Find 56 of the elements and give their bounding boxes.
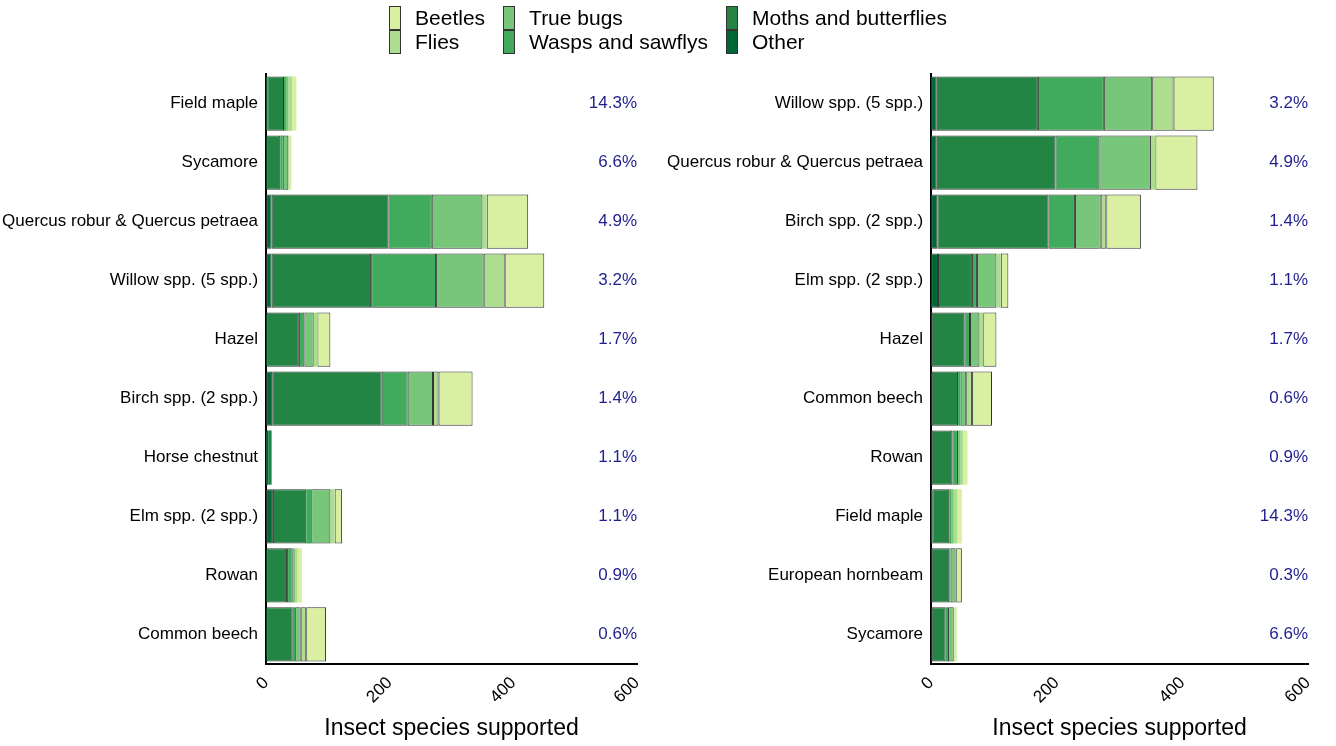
legend-label: Other bbox=[752, 30, 805, 54]
annotation: 0.9% bbox=[598, 565, 637, 585]
x-tick-label: 200 bbox=[362, 672, 396, 707]
y-tick-label: European hornbeam bbox=[768, 565, 924, 585]
x-tick-label: 0 bbox=[252, 672, 273, 693]
y-tick-label: Quercus robur & Quercus petraea bbox=[666, 152, 924, 172]
annotation: 0.9% bbox=[1269, 447, 1308, 467]
annotation: 4.9% bbox=[598, 211, 637, 231]
annotation: 0.6% bbox=[598, 624, 637, 644]
annotation: 6.6% bbox=[598, 152, 637, 172]
y-tick-label: Rowan bbox=[205, 565, 259, 585]
annotation: 3.2% bbox=[598, 270, 637, 290]
legend-label: Moths and butterflies bbox=[752, 6, 947, 30]
y-tick-label: Elm spp. (2 spp.) bbox=[129, 506, 259, 526]
y-tick-label: Hazel bbox=[214, 329, 259, 349]
annotation: 6.6% bbox=[1269, 624, 1308, 644]
y-tick-label: Birch spp. (2 spp.) bbox=[120, 388, 259, 408]
annotation: 1.4% bbox=[598, 388, 637, 408]
y-tick-label: Common beech bbox=[138, 624, 259, 644]
annotation: 3.2% bbox=[1269, 93, 1308, 113]
y-tick-label: Sycamore bbox=[181, 152, 259, 172]
y-tick-label: Elm spp. (2 spp.) bbox=[794, 270, 924, 290]
legend-label: Beetles bbox=[415, 6, 486, 30]
legend-label: Flies bbox=[415, 30, 460, 54]
x-axis-title: Insect species supported bbox=[992, 713, 1247, 740]
annotation: 1.4% bbox=[1269, 211, 1308, 231]
y-tick-label: Rowan bbox=[870, 447, 924, 467]
annotation: 0.3% bbox=[1269, 565, 1308, 585]
x-tick-label: 600 bbox=[1280, 672, 1315, 707]
x-tick-label: 0 bbox=[917, 672, 938, 693]
annotation: 14.3% bbox=[588, 93, 637, 113]
x-tick-label: 400 bbox=[1155, 672, 1189, 707]
x-tick-label: 400 bbox=[486, 672, 520, 707]
y-tick-label: Field maple bbox=[170, 93, 259, 113]
y-tick-label: Sycamore bbox=[846, 624, 924, 644]
x-tick-label: 600 bbox=[609, 672, 644, 707]
y-tick-label: Willow spp. (5 spp.) bbox=[774, 93, 924, 113]
y-tick-label: Field maple bbox=[835, 506, 924, 526]
y-tick-label: Common beech bbox=[803, 388, 924, 408]
annotation: 0.6% bbox=[1269, 388, 1308, 408]
y-tick-label: Horse chestnut bbox=[143, 447, 259, 467]
legend-label: Wasps and sawflys bbox=[529, 30, 709, 54]
annotation: 4.9% bbox=[1269, 152, 1308, 172]
y-tick-label: Willow spp. (5 spp.) bbox=[109, 270, 259, 290]
annotation: 1.1% bbox=[598, 506, 637, 526]
y-tick-label: Quercus robur & Quercus petraea bbox=[1, 211, 259, 231]
y-tick-label: Hazel bbox=[879, 329, 924, 349]
y-tick-label: Birch spp. (2 spp.) bbox=[785, 211, 924, 231]
annotation: 1.1% bbox=[1269, 270, 1308, 290]
annotation: 1.7% bbox=[1269, 329, 1308, 349]
x-tick-label: 200 bbox=[1029, 672, 1063, 707]
x-axis-title: Insect species supported bbox=[324, 713, 579, 740]
annotation: 1.7% bbox=[598, 329, 637, 349]
legend-label: True bugs bbox=[529, 6, 623, 30]
annotation: 14.3% bbox=[1259, 506, 1308, 526]
annotation: 1.1% bbox=[598, 447, 637, 467]
